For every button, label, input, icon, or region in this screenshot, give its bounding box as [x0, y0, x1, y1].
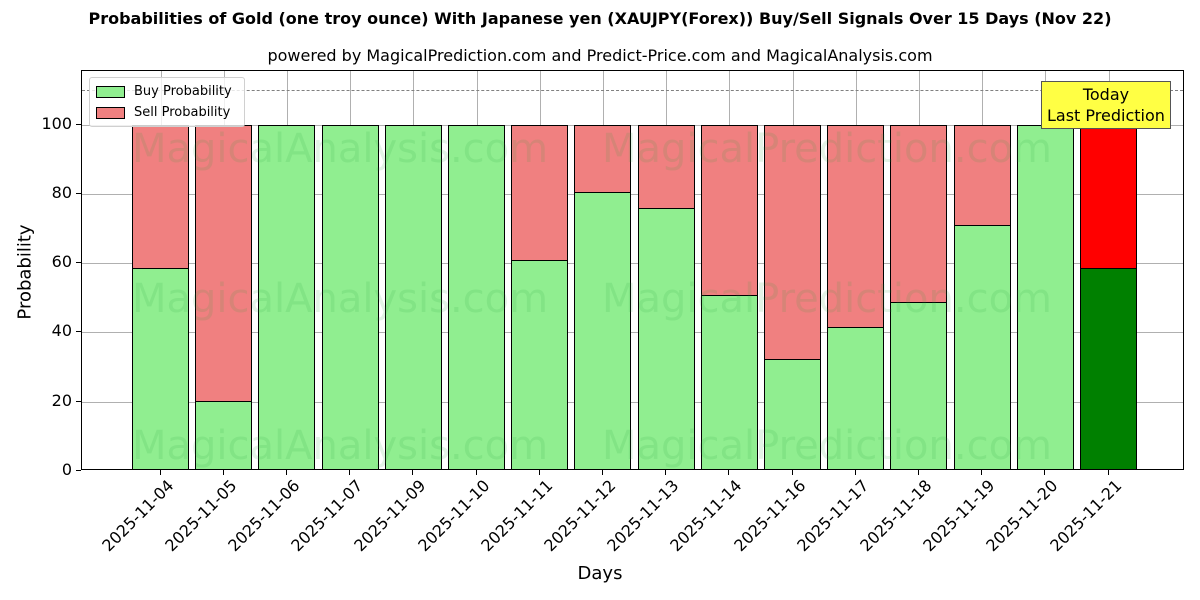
legend-label-buy: Buy Probability [134, 84, 232, 99]
legend-swatch-buy [96, 85, 125, 98]
today-annotation: Today Last Prediction [1041, 81, 1171, 129]
y-tick-mark [76, 262, 81, 264]
buy-bar[interactable] [321, 124, 379, 469]
buy-bar[interactable] [700, 294, 758, 469]
y-tick-mark [76, 400, 81, 402]
buy-bar[interactable] [637, 207, 695, 469]
y-tick-mark [76, 192, 81, 194]
buy-bar[interactable] [511, 259, 569, 469]
buy-bar[interactable] [764, 358, 821, 469]
y-tick-label: 0 [61, 460, 72, 479]
buy-bar[interactable] [384, 124, 442, 469]
x-tick-mark [1044, 470, 1046, 475]
legend-item-buy: Buy Probability [96, 84, 232, 99]
x-tick-mark [285, 470, 287, 475]
buy-bar[interactable] [890, 301, 948, 469]
x-tick-mark [538, 470, 540, 475]
grid-line-horizontal [82, 401, 1183, 403]
sell-bar[interactable] [827, 124, 885, 328]
x-tick-mark [159, 470, 161, 475]
legend: Buy Probability Sell Probability [89, 77, 245, 127]
grid-line-horizontal [82, 124, 1183, 126]
grid-line-horizontal [82, 193, 1183, 195]
y-tick-label: 100 [41, 113, 72, 133]
legend-item-sell: Sell Probability [96, 105, 230, 120]
chart-title: Probabilities of Gold (one troy ounce) W… [88, 9, 1112, 28]
buy-bar[interactable] [574, 191, 632, 469]
buy-bar[interactable] [195, 401, 253, 469]
x-tick-mark [222, 470, 224, 475]
x-tick-mark [791, 470, 793, 475]
buy-bar[interactable] [448, 124, 505, 469]
plot-area: MagicalAnalysis.comMagicalPrediction.com… [81, 70, 1184, 470]
y-axis-label: Probability [14, 224, 36, 320]
x-tick-mark [601, 470, 603, 475]
buy-bar[interactable] [258, 124, 316, 469]
y-tick-label: 40 [51, 321, 72, 341]
sell-bar[interactable] [890, 124, 948, 303]
buy-bar[interactable] [132, 267, 189, 469]
buy-bar[interactable] [827, 326, 885, 469]
y-tick-mark [76, 331, 81, 333]
annotation-line-1: Today [1082, 85, 1130, 104]
reference-line-dashed [82, 90, 1183, 92]
x-tick-mark [1107, 470, 1109, 475]
x-tick-mark [665, 470, 667, 475]
sell-bar[interactable] [574, 124, 632, 193]
y-tick-mark [76, 123, 81, 125]
x-tick-mark [349, 470, 351, 475]
x-tick-mark [981, 470, 983, 475]
chart-subtitle: powered by MagicalPrediction.com and Pre… [267, 46, 933, 65]
buy-bar[interactable] [953, 224, 1011, 469]
sell-bar[interactable] [764, 124, 821, 360]
legend-label-sell: Sell Probability [134, 105, 231, 120]
buy-bar[interactable] [1016, 124, 1074, 469]
y-tick-label: 80 [51, 182, 72, 202]
x-tick-mark [412, 470, 414, 475]
grid-line-horizontal [82, 332, 1183, 334]
sell-bar[interactable] [195, 124, 253, 403]
sell-bar[interactable] [1080, 124, 1137, 269]
y-tick-label: 20 [51, 390, 72, 410]
grid-line-horizontal [82, 263, 1183, 265]
x-axis-label: Days [577, 563, 623, 584]
sell-bar[interactable] [700, 124, 758, 296]
sell-bar[interactable] [953, 124, 1011, 226]
x-tick-mark [475, 470, 477, 475]
annotation-line-2: Last Prediction [1047, 106, 1165, 125]
sell-bar[interactable] [511, 124, 569, 261]
x-tick-mark [728, 470, 730, 475]
y-tick-mark [76, 470, 81, 471]
y-tick-label: 60 [51, 252, 72, 272]
buy-bar[interactable] [1080, 267, 1137, 469]
x-tick-mark [854, 470, 856, 475]
x-tick-mark [917, 470, 919, 475]
sell-bar[interactable] [637, 124, 695, 209]
legend-swatch-sell [96, 106, 125, 119]
sell-bar[interactable] [132, 124, 189, 269]
